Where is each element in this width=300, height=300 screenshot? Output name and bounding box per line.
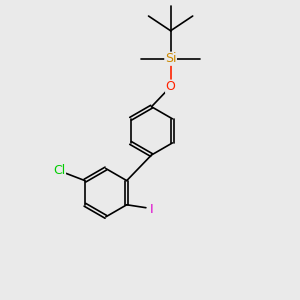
- Text: O: O: [166, 80, 176, 93]
- Text: Cl: Cl: [53, 164, 65, 177]
- Text: Si: Si: [165, 52, 176, 65]
- Text: I: I: [149, 203, 153, 216]
